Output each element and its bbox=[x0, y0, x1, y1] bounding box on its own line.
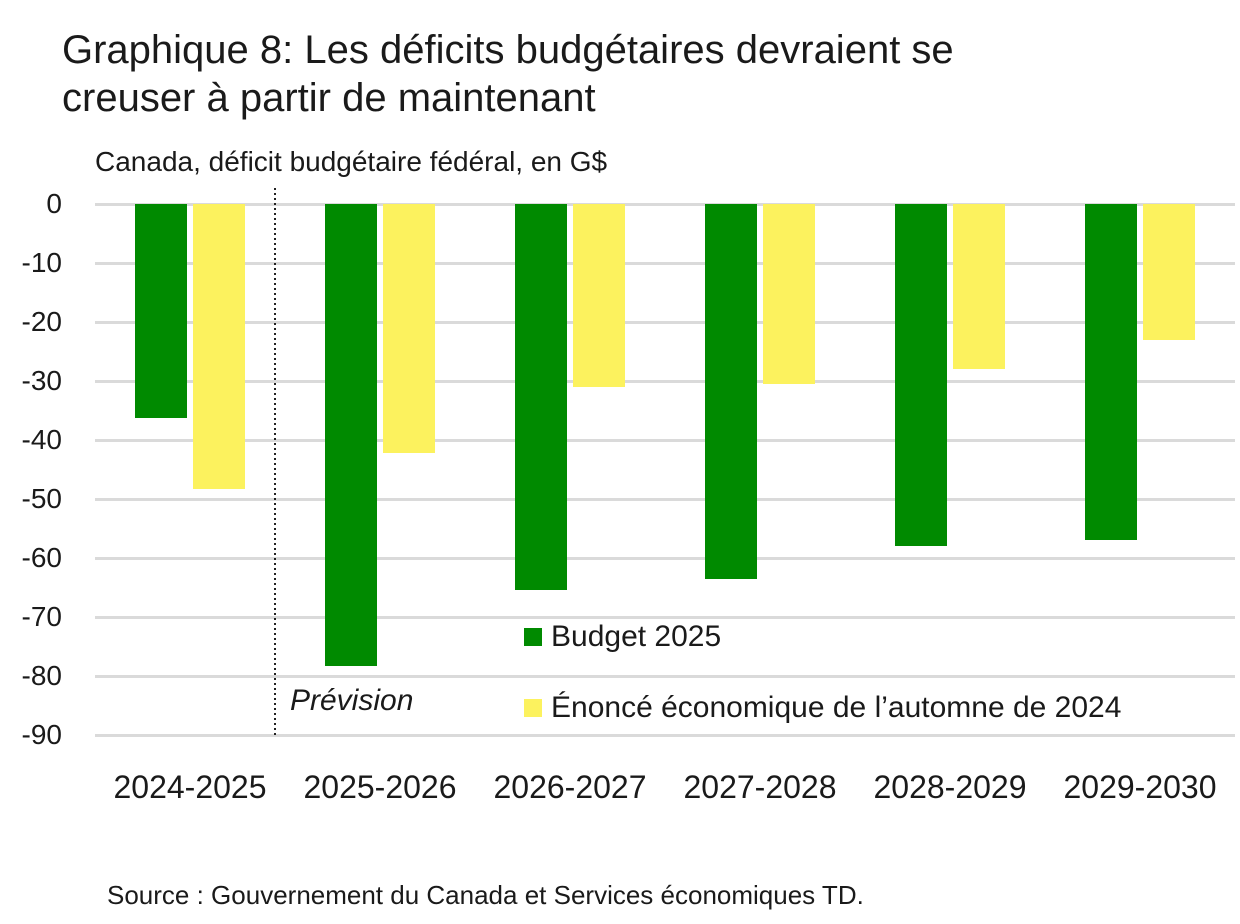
bar-fes2024-2024-2025 bbox=[193, 204, 245, 489]
gridline--80 bbox=[95, 674, 1235, 678]
bar-budget2025-2024-2025 bbox=[135, 204, 187, 419]
y-axis-tick--40: -40 bbox=[21, 424, 62, 455]
bar-fes2024-2026-2027 bbox=[573, 204, 625, 387]
x-axis-label-2028-2029: 2028-2029 bbox=[873, 769, 1027, 805]
gridline--50 bbox=[95, 497, 1235, 501]
x-axis-label-2025-2026: 2025-2026 bbox=[303, 769, 457, 805]
y-axis-tick--50: -50 bbox=[21, 483, 62, 514]
bar-budget2025-2027-2028 bbox=[705, 204, 757, 579]
y-axis-tick--10: -10 bbox=[21, 247, 62, 278]
gridline--40 bbox=[95, 438, 1235, 442]
legend-swatch-green bbox=[524, 628, 542, 646]
gridline--60 bbox=[95, 556, 1235, 560]
bar-fes2024-2029-2030 bbox=[1143, 204, 1195, 340]
legend-item-fes-2024: Énoncé économique de l’automne de 2024 bbox=[524, 691, 1121, 725]
y-axis-tick--60: -60 bbox=[21, 542, 62, 573]
bar-budget2025-2026-2027 bbox=[515, 204, 567, 590]
bar-budget2025-2029-2030 bbox=[1085, 204, 1137, 541]
chart-title-line-1: Graphique 8: Les déficits budgétaires de… bbox=[62, 28, 954, 72]
y-axis-tick--90: -90 bbox=[21, 719, 62, 750]
gridline--20 bbox=[95, 320, 1235, 324]
bar-budget2025-2028-2029 bbox=[895, 204, 947, 547]
y-axis-tick--80: -80 bbox=[21, 660, 62, 691]
chart-title-line-2: creuser à partir de maintenant bbox=[62, 76, 596, 120]
legend-item-budget-2025: Budget 2025 bbox=[524, 620, 721, 654]
legend-swatch-yellow bbox=[524, 699, 542, 717]
chart-subtitle: Canada, déficit budgétaire fédéral, en G… bbox=[95, 146, 608, 177]
x-axis-label-2029-2030: 2029-2030 bbox=[1063, 769, 1217, 805]
bar-fes2024-2027-2028 bbox=[763, 204, 815, 384]
forecast-annotation: Prévision bbox=[290, 684, 414, 717]
bar-fes2024-2028-2029 bbox=[953, 204, 1005, 370]
gridline--90 bbox=[95, 733, 1235, 737]
legend-label-budget-2025: Budget 2025 bbox=[551, 620, 722, 653]
source-note: Source : Gouvernement du Canada et Servi… bbox=[107, 880, 864, 910]
bar-budget2025-2025-2026 bbox=[325, 204, 377, 666]
x-axis-label-2024-2025: 2024-2025 bbox=[113, 769, 267, 805]
legend-label-fes-2024: Énoncé économique de l’automne de 2024 bbox=[551, 691, 1122, 724]
forecast-divider-dotted-line bbox=[274, 188, 276, 735]
y-axis-tick-0: 0 bbox=[46, 188, 62, 219]
y-axis-tick--30: -30 bbox=[21, 365, 62, 396]
x-axis-label-2027-2028: 2027-2028 bbox=[683, 769, 837, 805]
gridline--10 bbox=[95, 261, 1235, 265]
x-axis-label-2026-2027: 2026-2027 bbox=[493, 769, 647, 805]
bar-fes2024-2025-2026 bbox=[383, 204, 435, 453]
chart-title: Graphique 8: Les déficits budgétaires de… bbox=[62, 26, 1182, 122]
gridline-0 bbox=[95, 202, 1235, 206]
y-axis-tick--70: -70 bbox=[21, 601, 62, 632]
y-axis-tick--20: -20 bbox=[21, 306, 62, 337]
gridline--30 bbox=[95, 379, 1235, 383]
gridline--70 bbox=[95, 615, 1235, 619]
